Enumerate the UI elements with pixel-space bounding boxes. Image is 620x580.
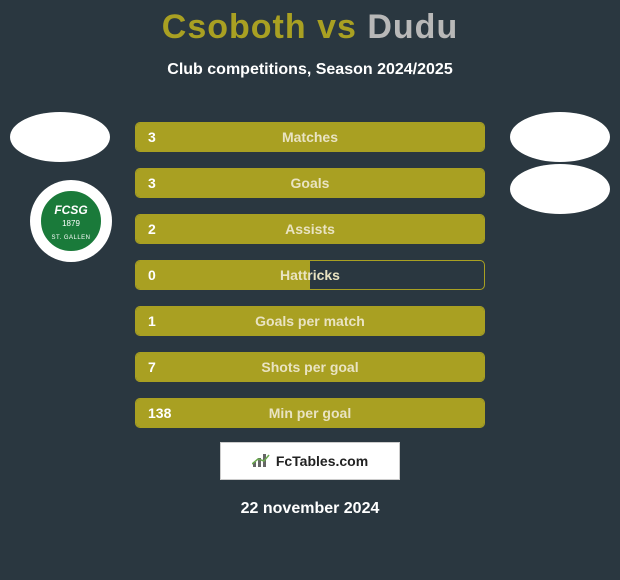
subtitle: Club competitions, Season 2024/2025: [0, 61, 620, 79]
club-abbrev: FCSG: [54, 203, 87, 217]
comparison-title: Csoboth vs Dudu: [0, 0, 620, 47]
club-badge-inner: FCSG 1879 ST. GALLEN: [38, 188, 104, 254]
player2-avatar-placeholder: [510, 112, 610, 162]
stat-label: Shots per goal: [136, 353, 484, 381]
club-name-text: ST. GALLEN: [51, 235, 90, 241]
player2-name: Dudu: [367, 8, 458, 46]
comparison-date: 22 november 2024: [0, 500, 620, 518]
stat-label: Assists: [136, 215, 484, 243]
watermark: FcTables.com: [220, 442, 400, 480]
player1-avatar-placeholder: [10, 112, 110, 162]
player1-name: Csoboth: [162, 8, 307, 46]
stat-label: Min per goal: [136, 399, 484, 427]
stat-bar: 3Matches: [135, 122, 485, 152]
stat-bar: 138Min per goal: [135, 398, 485, 428]
bars-icon: [252, 454, 270, 468]
stat-bar: 2Assists: [135, 214, 485, 244]
stats-bars: 3Matches 3Goals 2Assists 0Hattricks 1Goals p…: [135, 122, 485, 444]
stat-bar: 0Hattricks: [135, 260, 485, 290]
stat-label: Hattricks: [136, 261, 484, 289]
stat-bar: 3Goals: [135, 168, 485, 198]
club-year: 1879: [62, 219, 80, 228]
stat-label: Goals: [136, 169, 484, 197]
stat-label: Matches: [136, 123, 484, 151]
player1-club-badge: FCSG 1879 ST. GALLEN: [30, 180, 112, 262]
vs-separator: vs: [317, 8, 357, 46]
watermark-text: FcTables.com: [276, 453, 368, 469]
stat-label: Goals per match: [136, 307, 484, 335]
player2-club-badge-placeholder: [510, 164, 610, 214]
stat-bar: 1Goals per match: [135, 306, 485, 336]
stat-bar: 7Shots per goal: [135, 352, 485, 382]
